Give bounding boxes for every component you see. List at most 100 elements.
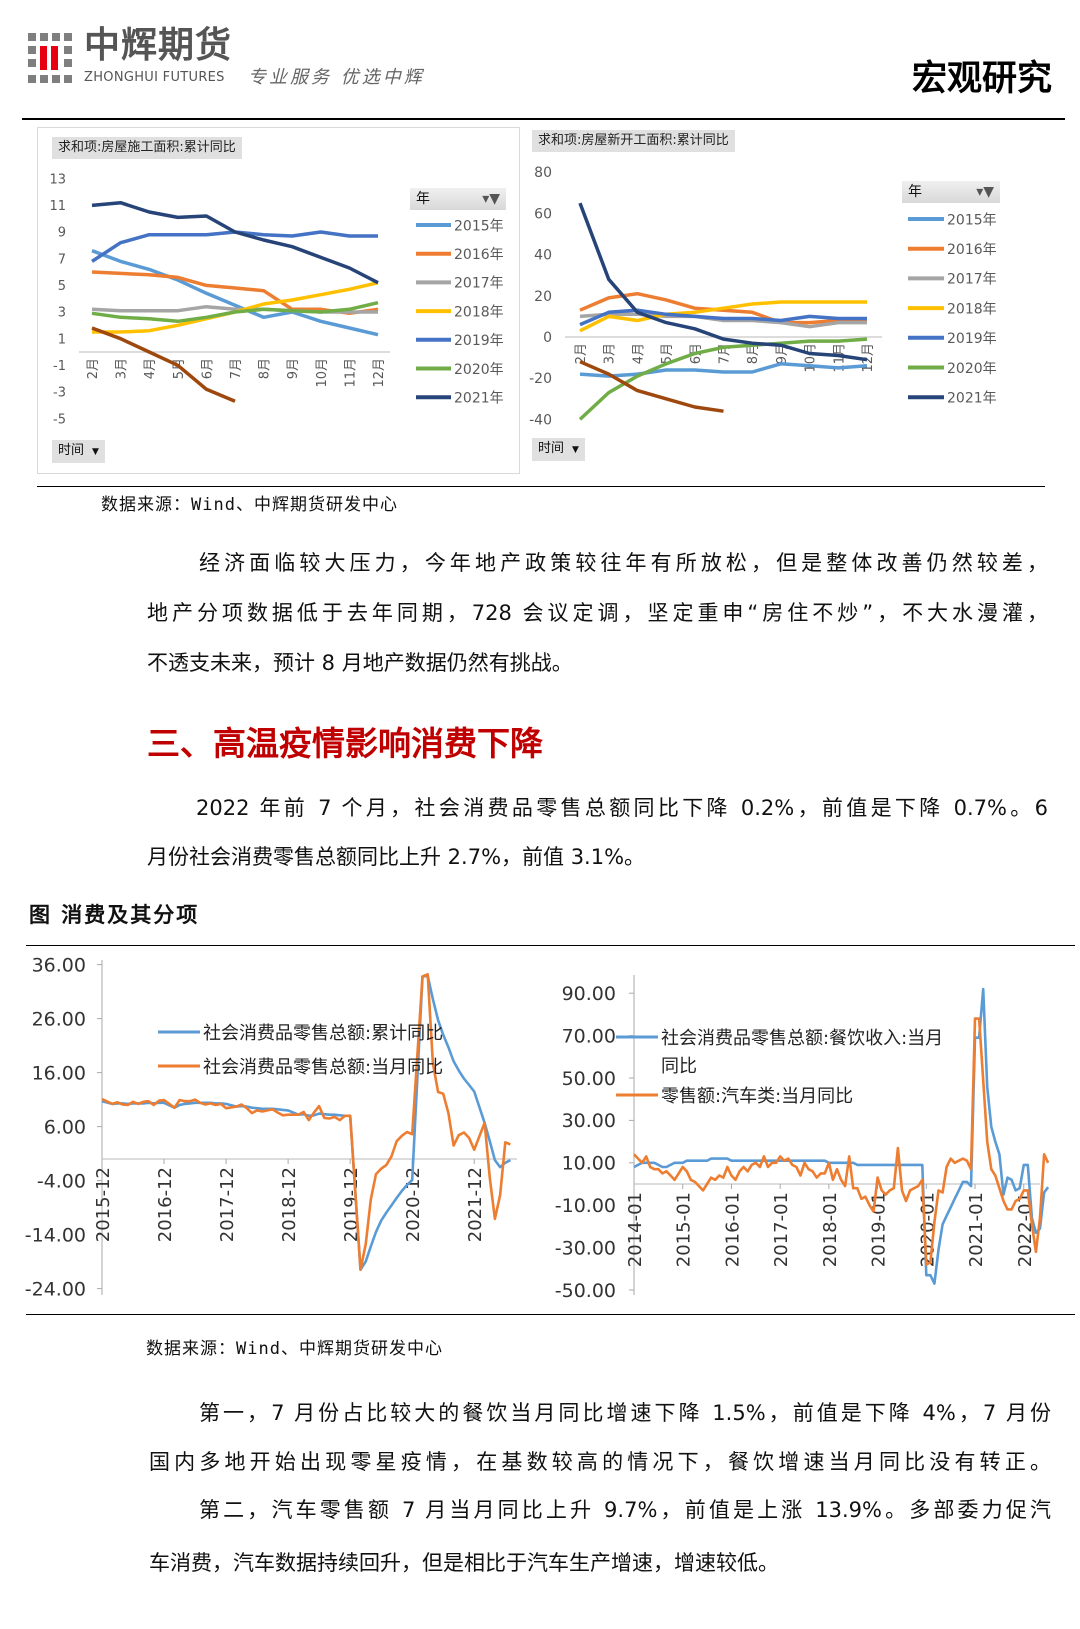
x-category-label: 5月 (660, 343, 675, 364)
y-tick-label: 16.00 (32, 1062, 86, 1084)
pivot-axis-button-newstarts[interactable]: 时间 ▼ (532, 438, 585, 461)
y-tick-label: -24.00 (25, 1278, 86, 1300)
y-tick-label: 40 (534, 248, 552, 264)
filter-icon[interactable]: ▾▼ (976, 184, 994, 200)
series-line-5 (578, 337, 868, 421)
legend-label: 2017年 (947, 272, 997, 288)
legend-label: 2020年 (947, 361, 997, 377)
y-tick-label: 70.00 (562, 1025, 616, 1047)
legend-label: 2021年 (947, 391, 997, 407)
x-tick-label: 2014-01 (625, 1192, 646, 1267)
data-source-note: 数据来源：Wind、中辉期货研发中心 (101, 495, 398, 515)
x-tick-label: 2017-01 (771, 1192, 792, 1267)
dropdown-arrow-icon: ▼ (92, 447, 99, 457)
legend-label-wrap: 同比 (661, 1056, 697, 1077)
x-category-label: 11月 (832, 343, 847, 373)
legend-label: 社会消费品零售总额:当月同比 (203, 1057, 443, 1078)
x-tick-label: 2015-01 (674, 1192, 695, 1267)
x-category-label: 6月 (689, 343, 704, 364)
filter-icon[interactable]: ▾▼ (482, 191, 500, 207)
legend-header-label: 年 (908, 184, 922, 200)
series-line-0 (633, 987, 1050, 1285)
paragraph-line: 月份社会消费零售总额同比上升 2.7%，前值 3.1%。 (147, 845, 646, 869)
series-line-1 (633, 1017, 1050, 1266)
y-tick-label: 36.00 (32, 954, 86, 976)
axis-button-label: 时间 (58, 443, 85, 458)
figure-caption: 图 消费及其分项 (29, 903, 200, 927)
paragraph-line: 经济面临较大压力，今年地产政策较往年有所放松，但是整体改善仍然较差， (199, 551, 1048, 575)
paragraph-line: 2022 年前 7 个月，社会消费品零售总额同比下降 0.2%，前值是下降 0.… (196, 796, 1048, 820)
legend-filter-header-construction[interactable]: 年 ▾▼ (410, 188, 506, 210)
y-tick-label: 60 (534, 206, 552, 222)
y-tick-label: 90.00 (562, 983, 616, 1005)
series-line-6 (578, 202, 868, 362)
x-category-label: 7月 (718, 343, 733, 364)
figure-top-rule (26, 945, 1075, 946)
section-heading: 三、高温疫情影响消费下降 (147, 724, 543, 763)
dropdown-arrow-icon: ▼ (572, 445, 579, 455)
pivot-field-title-construction[interactable]: 求和项:房屋施工面积:累计同比 (52, 137, 242, 159)
x-tick-label: 2021-01 (966, 1192, 987, 1267)
pivot-axis-button-construction[interactable]: 时间 ▼ (52, 440, 105, 463)
series-line-4 (579, 308, 867, 327)
figure-bottom-rule (26, 1314, 1075, 1315)
x-tick-label: 2020-01 (917, 1192, 938, 1267)
x-category-label: 4月 (631, 343, 646, 364)
series-line-3 (579, 300, 867, 333)
series-line-1 (579, 291, 867, 325)
x-tick-label: 2021-12 (465, 1167, 486, 1242)
x-tick-label: 2019-12 (341, 1167, 362, 1242)
series-line-1 (101, 973, 511, 1271)
y-tick-label: -20 (529, 371, 552, 387)
legend-label: 2018年 (947, 301, 997, 317)
paragraph-line: 车消费，汽车数据持续回升，但是相比于汽车生产增速，增速较低。 (149, 1551, 779, 1575)
legend-header-label: 年 (416, 191, 430, 207)
series-line-7 (579, 360, 724, 413)
legend-label: 2015年 (947, 212, 997, 228)
legend-label: 社会消费品零售总额:累计同比 (203, 1023, 443, 1044)
paragraph-line: 地产分项数据低于去年同期，728 会议定调，坚定重申“房住不炒”，不大水漫灌， (147, 601, 1048, 625)
brand-name-en: ZHONGHUI FUTURES (84, 70, 225, 85)
y-tick-label: 80 (534, 165, 552, 181)
paragraph-line: 国内多地开始出现零星疫情，在基数较高的情况下，餐饮增速当月同比没有转正。 (149, 1450, 1051, 1474)
x-category-label: 2月 (574, 343, 589, 364)
x-tick-label: 2016-01 (722, 1192, 743, 1267)
y-tick-label: -4.00 (37, 1170, 86, 1192)
paragraph-line: 第二，汽车零售额 7 月当月同比上升 9.7%，前值是上涨 13.9%。多部委力… (199, 1498, 1051, 1522)
zhonghui-logo-icon (28, 33, 72, 83)
y-tick-label: 20 (534, 289, 552, 305)
x-tick-label: 2017-12 (217, 1167, 238, 1242)
x-tick-label: 2020-12 (403, 1167, 424, 1242)
x-category-label: 10月 (804, 343, 819, 373)
x-tick-label: 2016-12 (155, 1167, 176, 1242)
y-tick-label: 50.00 (562, 1068, 616, 1090)
chart-3: 90.00 70.00 50.00 30.00 10.00 -10.00 -30.00 -50… (555, 975, 1050, 1302)
series-line-0 (101, 974, 512, 1271)
y-tick-label: -40 (529, 412, 552, 428)
x-category-label: 12月 (861, 343, 876, 373)
x-tick-label: 2018-12 (279, 1167, 300, 1242)
brand-name-cn: 中辉期货 (84, 25, 233, 66)
legend-filter-header-newstarts[interactable]: 年 ▾▼ (902, 181, 1000, 203)
x-tick-label: 2018-01 (820, 1192, 841, 1267)
x-category-label: 3月 (603, 343, 618, 364)
y-tick-label: 30.00 (562, 1110, 616, 1132)
x-tick-label: 2019-01 (869, 1192, 890, 1267)
legend-label: 零售额:汽车类:当月同比 (661, 1086, 853, 1107)
y-tick-label: 0 (543, 330, 552, 346)
chart-divider (37, 486, 1045, 487)
chart-2: 36.00 26.00 16.00 6.00 -4.00 -14.00 -24.00 2015… (25, 954, 517, 1300)
legend-label: 2016年 (947, 242, 997, 258)
data-source-note: 数据来源：Wind、中辉期货研发中心 (146, 1339, 443, 1359)
y-tick-label: 10.00 (562, 1153, 616, 1175)
header-divider (22, 118, 1065, 120)
series-line-2 (579, 312, 867, 329)
x-tick-label: 2022-01 (1015, 1192, 1036, 1267)
y-tick-label: 6.00 (44, 1116, 86, 1138)
legend-label: 2019年 (947, 331, 997, 347)
section-tag: 宏观研究 (912, 59, 1053, 99)
brand-slogan: 专业服务 优选中辉 (248, 67, 425, 88)
chart-frame-construction (37, 127, 520, 474)
x-category-label: 8月 (746, 343, 761, 364)
pivot-field-title-newstarts[interactable]: 求和项:房屋新开工面积:累计同比 (532, 130, 735, 152)
